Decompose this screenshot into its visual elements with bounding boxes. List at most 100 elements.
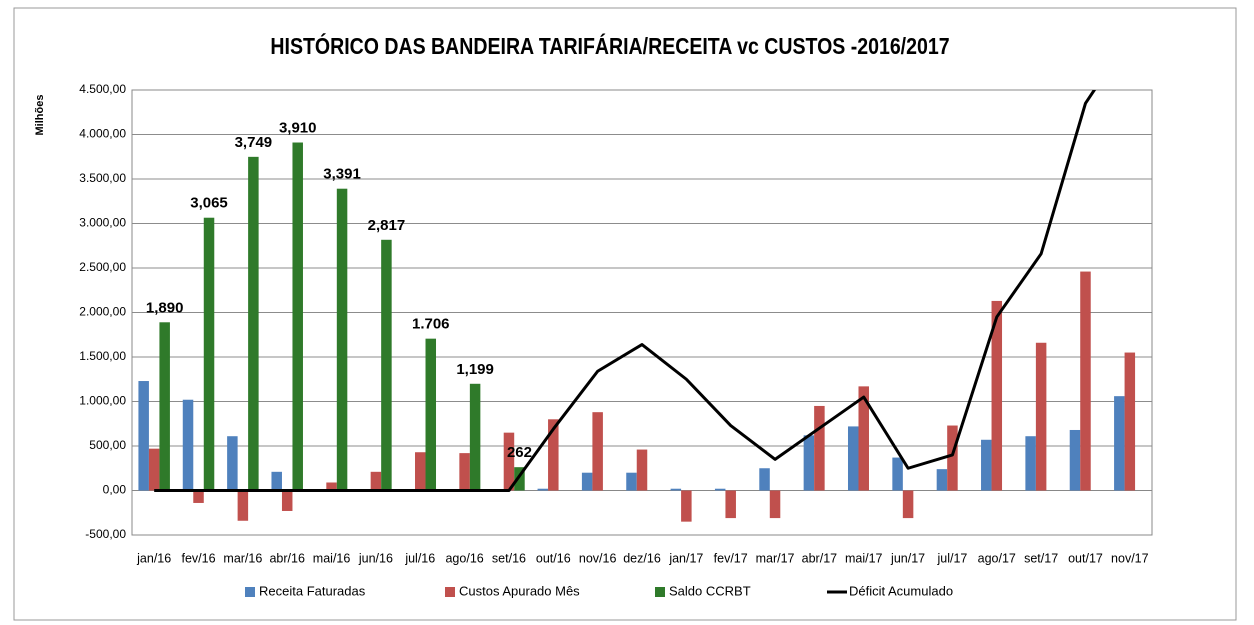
x-tick-label: set/16 [492, 551, 526, 565]
x-tick-label: jun/17 [890, 551, 925, 565]
bar [714, 488, 726, 491]
bar [148, 448, 160, 491]
bar [1080, 271, 1091, 491]
data-label: 3,910 [279, 119, 317, 136]
bar [292, 142, 303, 491]
x-tick-label: fev/17 [714, 551, 748, 565]
bar [991, 300, 1003, 491]
bar [326, 482, 337, 491]
bar [469, 383, 481, 491]
x-tick-label: abr/16 [269, 551, 304, 565]
line [154, 90, 1097, 492]
y-axis-title: Milhões [34, 95, 46, 136]
bar [459, 453, 470, 491]
bar [769, 490, 781, 519]
x-tick-label: set/17 [1024, 551, 1058, 565]
bar [425, 338, 437, 491]
bar [636, 449, 648, 491]
x-tick-label: mai/16 [313, 551, 351, 565]
x-tick-label: abr/17 [802, 551, 837, 565]
x-tick-label: nov/16 [579, 551, 617, 565]
x-tick-label: jul/16 [404, 551, 435, 565]
bar [1025, 436, 1036, 491]
bar [681, 490, 692, 522]
data-label: 1,890 [146, 299, 184, 316]
bar [626, 472, 637, 491]
bar [281, 490, 293, 511]
bar [138, 381, 149, 491]
data-label: 1,199 [456, 361, 494, 378]
bar [237, 490, 249, 521]
x-tick-label: fev/16 [181, 551, 215, 565]
y-tick-label: 3.000,00 [79, 216, 126, 230]
bar [814, 405, 825, 491]
x-tick-label: ago/16 [445, 551, 483, 565]
y-tick-label: 4.000,00 [79, 127, 126, 141]
bar [537, 488, 549, 491]
data-label: 2,817 [368, 217, 406, 234]
x-tick-label: jun/16 [358, 551, 393, 565]
x-tick-label: out/16 [536, 551, 571, 565]
bar [581, 472, 593, 491]
bar [670, 488, 682, 491]
bar [725, 490, 736, 519]
legend-label: Saldo CCRBT [669, 583, 751, 598]
bar [1035, 342, 1047, 491]
bar [381, 239, 392, 491]
x-tick-label: ago/17 [978, 551, 1016, 565]
x-tick-label: dez/16 [623, 551, 661, 565]
y-tick-label: 4.500,00 [79, 82, 126, 96]
bar [203, 217, 215, 491]
line-group [154, 90, 1097, 492]
chart-title: HISTÓRICO DAS BANDEIRA TARIFÁRIA/RECEITA… [270, 33, 949, 60]
data-label: 262 [507, 444, 532, 461]
legend-swatch [655, 587, 665, 597]
bar [503, 432, 515, 491]
bar [1114, 396, 1125, 491]
legend-swatch [445, 587, 455, 597]
bar [548, 419, 559, 491]
bar [847, 426, 859, 491]
bar [271, 471, 282, 491]
data-label: 3,749 [235, 134, 273, 151]
data-label: 1.706 [412, 316, 450, 333]
x-tick-label: mar/16 [223, 551, 262, 565]
bar [981, 439, 992, 491]
y-tick-label: 1.000,00 [79, 394, 126, 408]
y-tick-label: 0,00 [103, 483, 127, 497]
x-tick-label: jan/16 [136, 551, 171, 565]
bar [892, 457, 903, 491]
bar [858, 386, 869, 491]
bar [947, 425, 958, 491]
bar [159, 322, 170, 491]
bar [803, 435, 815, 491]
bar [759, 468, 770, 491]
chart-border [13, 7, 1237, 621]
data-label: 3,391 [323, 166, 361, 183]
bar [182, 399, 194, 491]
bar [227, 436, 238, 491]
y-tick-label: 1.500,00 [79, 349, 126, 363]
bar [592, 412, 603, 491]
legend-label: Déficit Acumulado [849, 583, 953, 598]
data-label: 3,065 [190, 195, 228, 212]
bar [514, 467, 525, 491]
bar [1069, 429, 1081, 491]
bar [1124, 352, 1136, 491]
x-tick-label: mar/17 [756, 551, 795, 565]
x-tick-label: mai/17 [845, 551, 883, 565]
x-tick-label: out/17 [1068, 551, 1103, 565]
bar [248, 156, 259, 491]
bar [370, 471, 382, 491]
bar [193, 490, 204, 503]
legend-swatch [245, 587, 255, 597]
y-tick-label: 2.000,00 [79, 305, 126, 319]
bar [336, 188, 348, 491]
x-tick-label: jan/17 [668, 551, 703, 565]
y-tick-label: 2.500,00 [79, 260, 126, 274]
y-tick-label: -500,00 [85, 527, 126, 541]
y-tick-label: 3.500,00 [79, 171, 126, 185]
bar [415, 452, 426, 491]
bar [902, 490, 914, 519]
